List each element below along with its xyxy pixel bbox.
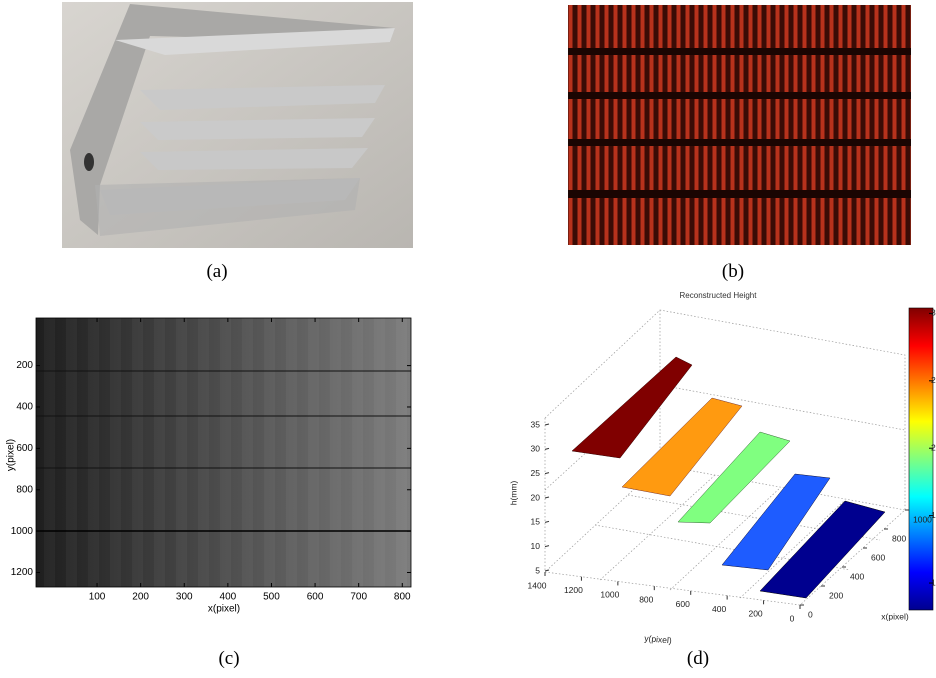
y-tick-label: 1200 [11,567,34,578]
y-axis-label: y(pixel) [6,439,17,471]
z-tick [545,570,549,571]
y-tick-label: 0 [790,613,795,623]
x-axis-label: x(pixel) [208,604,240,615]
x-tick-label: 400 [220,592,237,603]
y-tick-label: 1200 [564,585,583,595]
x-tick-label: 500 [263,592,280,603]
z-tick-label: 20 [531,492,541,502]
y-tick-label: 800 [16,484,33,495]
caption: (d) [687,648,709,669]
z-tick [545,546,549,547]
plot-3d [545,308,933,610]
fringe-image [568,5,911,245]
z-tick-label: 15 [531,517,541,527]
y-tick-label: 1400 [528,580,547,590]
z-tick [545,424,549,425]
colorbar-tick-label: 30 [931,308,936,318]
x-tick-label: 0 [808,609,813,619]
colorbar-tick-label: 20 [931,442,936,452]
z-tick [545,473,549,474]
x-tick-label: 800 [394,592,411,603]
x-axis-label: x(pixel) [881,611,909,621]
z-tick [545,497,549,498]
y-tick-label: 600 [16,443,33,454]
x-tick-label: 700 [350,592,367,603]
z-tick-label: 30 [531,444,541,454]
x-tick-label: 600 [307,592,324,603]
y-tick-label: 1000 [11,526,34,537]
y-tick-label: 600 [676,599,690,609]
y-axis-label: y(pixel) [644,633,672,645]
caption: (b) [722,261,744,282]
x-tick-label: 200 [829,590,843,600]
y-tick-label: 800 [639,594,653,604]
y-tick-label: 200 [748,609,762,619]
caption: (c) [218,648,239,669]
colorbar-tick-label: 25 [931,375,936,385]
x-tick-label: 100 [89,592,106,603]
x-tick-label: 600 [871,552,885,562]
y-tick-label: 400 [16,402,33,413]
z-tick [545,448,549,449]
x-tick-label: 800 [892,533,906,543]
x-tick-label: 300 [176,592,193,603]
x-tick-label: 400 [850,571,864,581]
z-tick-label: 5 [535,565,540,575]
phase-map [36,318,411,587]
z-tick-label: 35 [531,419,541,429]
z-tick-label: 25 [531,468,541,478]
plot-title: Reconstructed Height [680,291,758,300]
caption: (a) [206,261,227,282]
colorbar-tick-label: 10 [931,577,936,587]
y-tick-label: 200 [16,360,33,371]
z-tick-label: 10 [531,541,541,551]
photo [62,2,413,248]
z-axis-label: h(mm) [508,481,518,506]
y-tick-label: 400 [712,604,726,614]
z-tick [545,521,549,522]
figure: (a) (b) x(pixel) y(pixel) (c) [0,0,936,678]
y-tick-label: 1000 [600,590,619,600]
colorbar-tick-label: 15 [931,510,936,520]
x-tick-label: 200 [132,592,149,603]
